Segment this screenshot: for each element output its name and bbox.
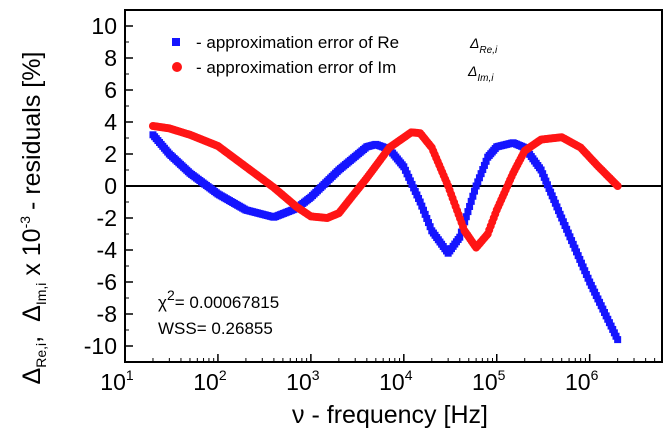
data-point <box>547 188 555 196</box>
y-tick-label: -4 <box>97 237 118 263</box>
data-point <box>424 219 432 227</box>
data-point <box>579 263 587 271</box>
y-tick-label: -8 <box>97 301 117 327</box>
data-point <box>405 173 413 181</box>
data-point <box>613 182 622 190</box>
data-point <box>540 173 548 181</box>
data-point <box>558 214 566 222</box>
legend-im-label: - approximation error of Im <box>196 58 396 77</box>
data-point <box>482 157 490 165</box>
data-point <box>418 202 426 210</box>
data-point <box>467 197 475 205</box>
data-point <box>551 199 559 207</box>
data-point <box>456 233 464 241</box>
data-point <box>559 218 567 226</box>
data-point <box>542 177 550 185</box>
data-point <box>584 274 592 282</box>
data-point <box>410 184 418 192</box>
data-point <box>553 203 561 211</box>
data-point <box>413 191 421 199</box>
data-point <box>550 196 558 204</box>
data-point <box>555 207 563 215</box>
legend-re-label: - approximation error of Re <box>196 33 399 52</box>
data-point <box>401 166 409 174</box>
data-point <box>569 240 577 248</box>
data-point <box>406 177 414 185</box>
data-point <box>479 166 487 174</box>
chi-square-annotation: χ2= 0.00067815 <box>158 287 279 312</box>
data-point <box>466 202 474 210</box>
data-point <box>474 178 482 186</box>
data-point <box>573 248 581 256</box>
data-point <box>469 192 477 200</box>
data-point <box>566 233 574 241</box>
data-point <box>408 180 416 188</box>
data-point <box>543 181 551 189</box>
data-point <box>423 214 431 222</box>
data-point <box>411 187 419 195</box>
data-point <box>462 213 470 221</box>
data-point <box>426 223 434 231</box>
data-point <box>472 182 480 190</box>
data-point <box>614 336 622 344</box>
data-point <box>581 267 589 275</box>
data-point <box>475 174 483 182</box>
x-tick-label: 104 <box>379 367 413 395</box>
grid-and-frame <box>124 9 663 363</box>
data-point <box>548 192 556 200</box>
data-point <box>416 198 424 206</box>
y-axis-title: ΔRe,i,ΔIm,i x 10-3- residuals [%] <box>17 52 49 385</box>
data-point <box>480 161 488 169</box>
data-point <box>400 163 408 171</box>
x-axis-title: ν - frequency [Hz] <box>292 401 488 429</box>
legend: - approximation error of Re ΔRe,i - appr… <box>172 33 498 84</box>
tick-labels: 10 8 6 4 2 0 -2 -4 -6 -8 -10 101 102 103 104 105 106 <box>84 13 599 395</box>
y-tick-label: -6 <box>97 269 117 295</box>
data-point <box>421 210 429 218</box>
data-point <box>415 194 423 202</box>
data-point <box>577 259 585 267</box>
data-point <box>563 225 571 233</box>
y-tick-label: 2 <box>104 141 117 167</box>
series-layer <box>148 122 622 344</box>
y-tick-label: 6 <box>104 77 117 103</box>
y-tick-label: 10 <box>91 13 117 39</box>
data-point <box>556 210 564 218</box>
y-tick-label: 8 <box>104 45 117 71</box>
y-tick-label: 4 <box>104 109 117 135</box>
y-tick-label: 0 <box>104 173 117 199</box>
legend-im-symbol: ΔIm,i <box>467 63 494 84</box>
series-im <box>148 122 622 252</box>
data-point <box>477 170 485 178</box>
x-tick-label: 106 <box>565 367 599 395</box>
data-point <box>574 252 582 260</box>
wss-annotation: WSS= 0.26855 <box>158 319 273 338</box>
data-point <box>571 244 579 252</box>
legend-im-marker <box>172 62 182 72</box>
data-point <box>561 222 569 230</box>
data-point <box>537 166 545 174</box>
x-tick-label: 105 <box>472 367 506 395</box>
y-tick-label: -10 <box>84 333 117 359</box>
data-point <box>539 170 547 178</box>
data-point <box>545 184 553 192</box>
x-tick-label: 101 <box>100 367 134 395</box>
data-point <box>576 255 584 263</box>
y-tick-label: -2 <box>97 205 117 231</box>
x-tick-label: 103 <box>286 367 320 395</box>
data-point <box>464 208 472 216</box>
data-point <box>582 270 590 278</box>
data-point <box>564 229 572 237</box>
legend-re-symbol: ΔRe,i <box>469 35 498 56</box>
data-point <box>470 187 478 195</box>
data-point <box>403 170 411 178</box>
data-point <box>568 237 576 245</box>
legend-re-marker <box>172 38 180 46</box>
x-tick-label: 102 <box>193 367 227 395</box>
data-point <box>419 206 427 214</box>
